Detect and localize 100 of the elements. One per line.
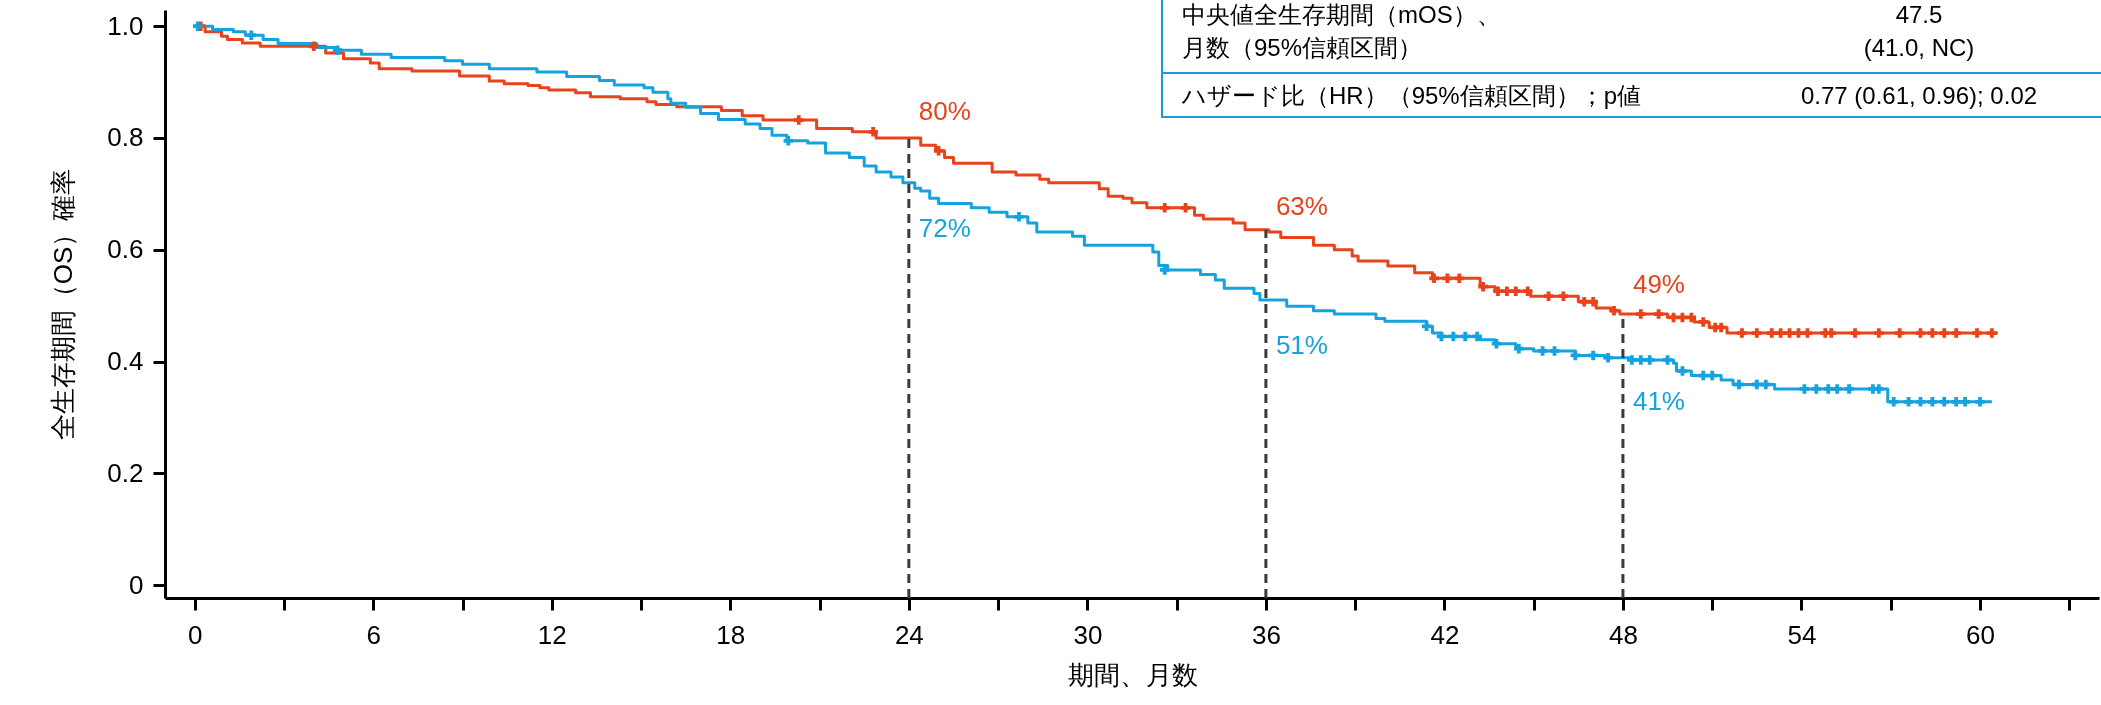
y-tick-label: 0.4: [107, 346, 144, 377]
y-tick-label: 0.8: [107, 122, 144, 153]
annotation: 中央値全生存期間（mOS）、: [1182, 0, 1501, 30]
annotation: 63%: [1275, 191, 1328, 222]
y-axis-title: 全生存期間（OS）確率: [48, 168, 79, 441]
point: [933, 146, 944, 156]
point: [1802, 328, 1813, 338]
point: [1522, 286, 1533, 296]
point: [1159, 203, 1170, 213]
point: [1972, 328, 1982, 338]
point: [1543, 291, 1554, 301]
annotation: 72%: [918, 212, 971, 243]
point: [1775, 328, 1786, 338]
point: [1716, 322, 1726, 333]
point: [1609, 305, 1619, 316]
point: [1478, 281, 1488, 292]
x-tick-label: 18: [716, 619, 746, 650]
point: [1960, 397, 1970, 407]
point: [1844, 384, 1854, 394]
point: [1493, 286, 1503, 296]
point: [1537, 346, 1548, 356]
annotation: 0.77 (0.61, 0.96); 0.02: [1799, 81, 2039, 111]
point: [1677, 366, 1688, 376]
point: [1627, 355, 1637, 365]
annotation: ハザード比（HR）（95%信頼区間）；p値: [1182, 81, 1642, 111]
point: [1662, 355, 1673, 365]
point: [1014, 212, 1024, 222]
point: [1903, 397, 1914, 407]
point: [1987, 328, 1997, 338]
point: [1975, 397, 1985, 407]
point: [1180, 203, 1191, 213]
point: [783, 136, 794, 146]
point: [1653, 309, 1664, 319]
point: [1514, 343, 1524, 354]
point: [1707, 370, 1717, 381]
x-tick-label: 54: [1787, 619, 1817, 650]
point: [1588, 297, 1598, 307]
x-tick-label: 24: [894, 619, 924, 650]
point: [1826, 328, 1836, 338]
y-tick-label: 0.2: [107, 457, 144, 488]
point: [1951, 397, 1961, 407]
y-tick-label: 0.6: [107, 234, 144, 265]
point: [1511, 286, 1521, 296]
point: [1784, 328, 1795, 338]
x-tick-label: 36: [1251, 619, 1281, 650]
x-tick-label: 0: [188, 619, 203, 650]
point: [1939, 328, 1950, 338]
point: [1927, 328, 1938, 338]
x-tick-label: 42: [1430, 619, 1460, 650]
x-tick-label: 48: [1608, 619, 1638, 650]
point: [1454, 273, 1465, 284]
point: [1888, 397, 1899, 407]
point: [1894, 328, 1905, 338]
point: [1915, 328, 1926, 338]
point: [868, 127, 878, 137]
x-tick-label: 12: [537, 619, 567, 650]
point: [1558, 291, 1569, 301]
point: [1799, 384, 1810, 394]
point: [1737, 328, 1747, 338]
point: [1549, 346, 1560, 356]
point: [1588, 350, 1598, 361]
point: [1915, 397, 1926, 407]
point: [1734, 379, 1744, 390]
point: [1603, 352, 1613, 363]
x-tick-label: 30: [1073, 619, 1103, 650]
point: [1429, 273, 1439, 284]
y-tick-label: 0: [129, 569, 144, 600]
point: [1636, 309, 1646, 319]
x-tick-label: 6: [366, 619, 382, 650]
point: [1927, 397, 1938, 407]
point: [1442, 273, 1453, 284]
point: [309, 41, 319, 52]
annotation: 51%: [1275, 330, 1328, 361]
point: [1832, 384, 1842, 394]
point: [1698, 317, 1709, 327]
point: [1850, 328, 1860, 338]
point: [1951, 328, 1961, 338]
point: [1874, 384, 1884, 394]
point: [1874, 328, 1884, 338]
point: [1579, 297, 1589, 307]
point: [1636, 355, 1646, 365]
point: [1823, 384, 1833, 394]
annotation: 49%: [1632, 269, 1685, 300]
point: [1793, 328, 1804, 338]
annotation: 41%: [1632, 385, 1685, 416]
point: [1502, 286, 1512, 296]
y-tick-label: 1.0: [107, 10, 144, 41]
x-axis-title: 期間、月数: [1067, 659, 1198, 690]
annotation: 47.5: [1894, 0, 1944, 30]
point: [1939, 397, 1950, 407]
point: [1752, 328, 1762, 338]
point: [246, 30, 257, 40]
x-tick-label: 60: [1966, 619, 1995, 650]
point: [1472, 331, 1482, 342]
annotation: 月数（95%信頼区間）: [1182, 33, 1423, 63]
annotation: (41.0, NC): [1862, 33, 1976, 63]
point: [794, 115, 804, 125]
point: [1811, 384, 1822, 394]
annotation: 80%: [918, 96, 971, 126]
point: [1644, 355, 1655, 365]
